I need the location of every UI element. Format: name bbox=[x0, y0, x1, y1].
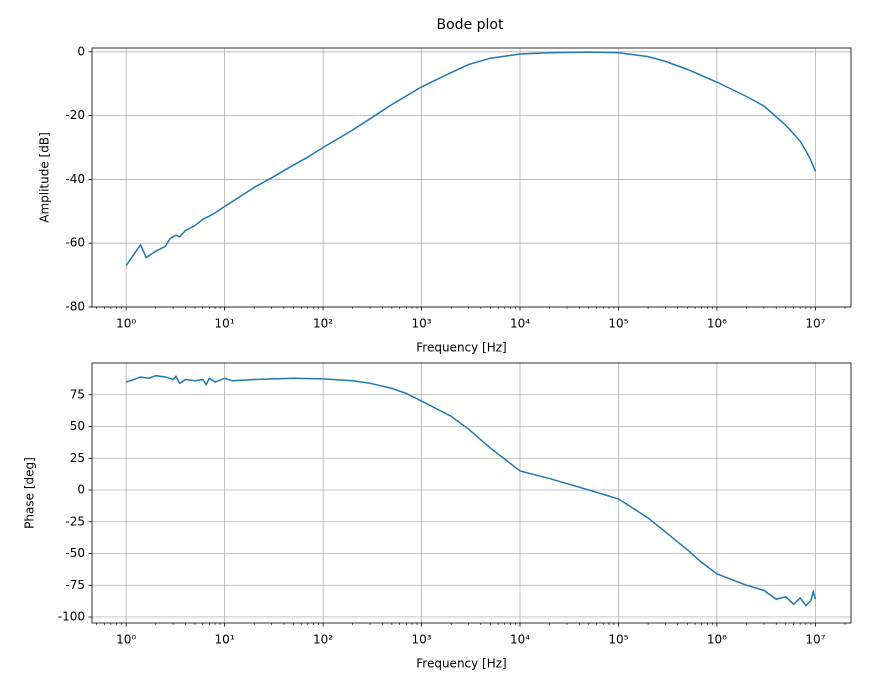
figure-title: Bode plot bbox=[437, 17, 504, 33]
y-tick-label: 75 bbox=[70, 387, 85, 401]
y-tick-label: -60 bbox=[65, 236, 85, 250]
x-axis-label: Frequency [Hz] bbox=[416, 657, 507, 671]
x-tick-label: 10⁴ bbox=[510, 633, 530, 647]
y-tick-label: -100 bbox=[58, 610, 85, 624]
x-tick-label: 10³ bbox=[411, 317, 431, 331]
data-line bbox=[125, 374, 817, 607]
x-tick-label: 10⁰ bbox=[116, 317, 136, 331]
y-tick-label: 0 bbox=[77, 483, 85, 497]
x-tick-label: 10¹ bbox=[215, 633, 235, 647]
plot-frame bbox=[91, 47, 852, 308]
y-tick-label: 25 bbox=[70, 451, 85, 465]
y-tick-label: -25 bbox=[65, 514, 85, 528]
y-tick-label: -75 bbox=[65, 578, 85, 592]
data-line bbox=[125, 51, 817, 266]
x-tick-label: 10⁷ bbox=[805, 633, 825, 647]
y-tick-label: -20 bbox=[65, 108, 85, 122]
x-tick-label: 10⁴ bbox=[510, 317, 530, 331]
x-tick-label: 10⁶ bbox=[707, 317, 727, 331]
x-tick-label: 10² bbox=[313, 317, 333, 331]
y-axis-label: Amplitude [dB] bbox=[38, 132, 52, 223]
y-tick-label: 50 bbox=[70, 419, 85, 433]
x-tick-label: 10⁵ bbox=[608, 633, 628, 647]
x-tick-label: 10⁶ bbox=[707, 633, 727, 647]
plot-frame bbox=[91, 362, 852, 624]
y-tick-label: -40 bbox=[65, 172, 85, 186]
x-axis-label: Frequency [Hz] bbox=[416, 341, 507, 355]
x-tick-label: 10⁰ bbox=[116, 633, 136, 647]
x-tick-label: 10³ bbox=[411, 633, 431, 647]
x-tick-label: 10¹ bbox=[215, 317, 235, 331]
y-tick-label: 0 bbox=[77, 44, 85, 58]
y-tick-label: -50 bbox=[65, 546, 85, 560]
y-tick-label: -80 bbox=[65, 300, 85, 314]
x-tick-label: 10⁷ bbox=[805, 317, 825, 331]
x-tick-label: 10⁵ bbox=[608, 317, 628, 331]
x-tick-label: 10² bbox=[313, 633, 333, 647]
y-axis-label: Phase [deg] bbox=[23, 457, 37, 529]
